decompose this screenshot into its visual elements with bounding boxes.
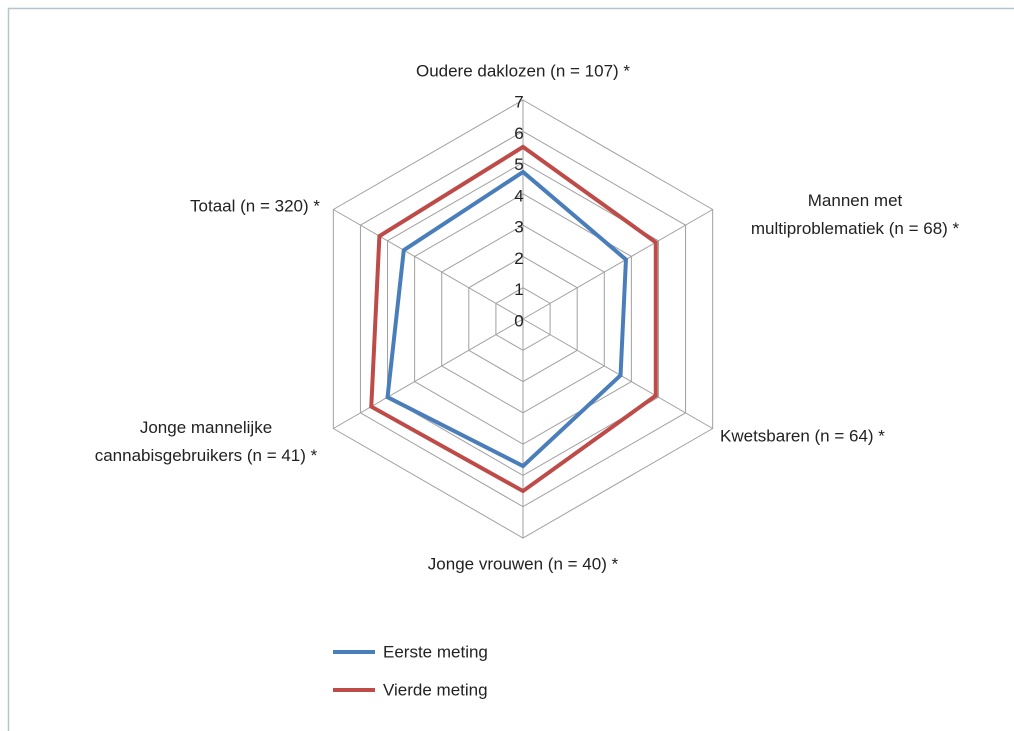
category-label: Totaal (n = 320) * [190, 196, 320, 215]
r-tick-label: 6 [514, 124, 523, 143]
series-line [385, 169, 629, 469]
category-label: Jonge vrouwen (n = 40) * [428, 554, 619, 573]
r-tick-label: 7 [514, 92, 523, 111]
spoke [333, 209, 524, 320]
spoke [333, 318, 524, 429]
legend-label: Eerste meting [383, 642, 488, 661]
category-label: Oudere daklozen (n = 107) * [416, 61, 630, 80]
spoke [522, 209, 713, 320]
r-tick-label: 1 [514, 280, 523, 299]
frame [7, 7, 1014, 731]
category-label: Jonge mannelijke cannabisgebruikers (n = … [95, 418, 318, 465]
r-tick-label: 0 [514, 311, 523, 330]
category-label: Mannen met multiproblematiek (n = 68) * [751, 191, 960, 238]
r-tick-label: 3 [514, 218, 523, 237]
series-line [369, 144, 658, 494]
legend-label: Vierde meting [383, 680, 488, 699]
category-label: Kwetsbaren (n = 64) * [720, 426, 885, 445]
r-tick-label: 4 [514, 186, 523, 205]
spoke [522, 318, 713, 429]
r-tick-label: 2 [514, 249, 523, 268]
r-tick-label: 5 [514, 155, 523, 174]
